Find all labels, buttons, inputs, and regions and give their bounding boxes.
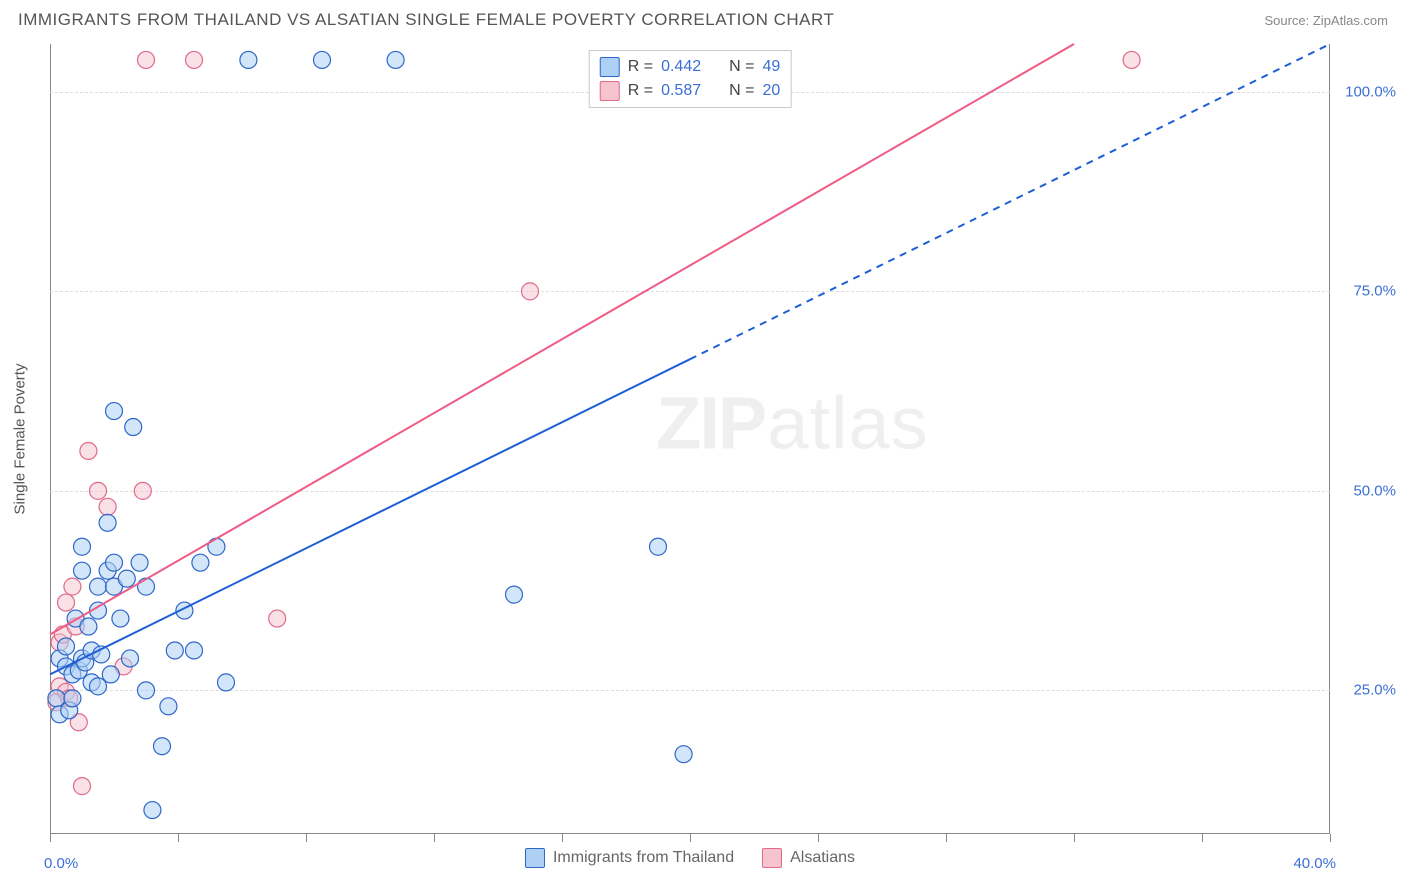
data-point-thailand	[58, 638, 75, 655]
data-point-thailand	[74, 538, 91, 555]
n-value-thailand: 49	[762, 55, 780, 79]
data-point-thailand	[125, 419, 142, 436]
y-tick-label: 100.0%	[1336, 83, 1396, 100]
data-point-thailand	[138, 682, 155, 699]
data-point-thailand	[218, 674, 235, 691]
data-point-thailand	[192, 554, 209, 571]
source-prefix: Source:	[1264, 13, 1312, 28]
data-point-alsatians	[1123, 51, 1140, 68]
chart-source: Source: ZipAtlas.com	[1264, 13, 1388, 28]
data-point-thailand	[240, 51, 257, 68]
y-tick-label: 75.0%	[1336, 283, 1396, 300]
data-point-thailand	[675, 746, 692, 763]
swatch-thailand-icon	[525, 848, 545, 868]
n-label: N =	[729, 79, 754, 103]
x-max-label: 40.0%	[1293, 855, 1336, 872]
x-tick	[178, 834, 179, 842]
x-tick	[50, 834, 51, 842]
x-tick	[818, 834, 819, 842]
legend-row-alsatians: R = 0.587 N = 20	[600, 79, 781, 103]
data-point-alsatians	[99, 498, 116, 515]
x-tick	[306, 834, 307, 842]
trendline-thailand	[50, 359, 690, 674]
data-point-alsatians	[269, 610, 286, 627]
x-tick	[1074, 834, 1075, 842]
x-tick	[1330, 834, 1331, 842]
data-point-thailand	[48, 690, 65, 707]
legend-item-alsatians: Alsatians	[762, 848, 855, 868]
swatch-alsatians	[600, 81, 620, 101]
legend-label-thailand: Immigrants from Thailand	[553, 849, 734, 867]
data-point-thailand	[102, 666, 119, 683]
x-tick	[562, 834, 563, 842]
x-tick	[1202, 834, 1203, 842]
data-point-thailand	[138, 578, 155, 595]
y-tick-label: 50.0%	[1336, 482, 1396, 499]
data-point-alsatians	[134, 482, 151, 499]
x-min-label: 0.0%	[44, 855, 78, 872]
data-point-thailand	[131, 554, 148, 571]
data-point-alsatians	[58, 594, 75, 611]
data-point-thailand	[64, 690, 81, 707]
chart-title: IMMIGRANTS FROM THAILAND VS ALSATIAN SIN…	[18, 10, 834, 30]
data-point-thailand	[122, 650, 139, 667]
chart-area: Single Female Poverty 25.0%50.0%75.0%100…	[50, 44, 1330, 834]
data-point-thailand	[118, 570, 135, 587]
x-tick	[434, 834, 435, 842]
trendline-alsatians	[50, 44, 1074, 635]
swatch-thailand	[600, 57, 620, 77]
r-value-alsatians: 0.587	[661, 79, 701, 103]
data-point-thailand	[314, 51, 331, 68]
data-point-thailand	[106, 554, 123, 571]
data-point-thailand	[74, 562, 91, 579]
n-value-alsatians: 20	[762, 79, 780, 103]
source-name: ZipAtlas.com	[1313, 13, 1388, 28]
n-label: N =	[729, 55, 754, 79]
data-point-thailand	[506, 586, 523, 603]
data-point-thailand	[186, 642, 203, 659]
data-point-alsatians	[64, 578, 81, 595]
data-point-thailand	[144, 802, 161, 819]
correlation-legend: R = 0.442 N = 49 R = 0.587 N = 20	[589, 50, 792, 108]
data-point-thailand	[90, 678, 107, 695]
legend-item-thailand: Immigrants from Thailand	[525, 848, 734, 868]
r-label: R =	[628, 55, 653, 79]
data-point-thailand	[80, 618, 97, 635]
data-point-alsatians	[80, 442, 97, 459]
data-point-alsatians	[74, 778, 91, 795]
data-point-thailand	[208, 538, 225, 555]
data-point-thailand	[166, 642, 183, 659]
data-point-thailand	[650, 538, 667, 555]
y-tick-label: 25.0%	[1336, 682, 1396, 699]
x-tick	[946, 834, 947, 842]
data-point-alsatians	[522, 283, 539, 300]
data-point-thailand	[106, 403, 123, 420]
data-point-thailand	[112, 610, 129, 627]
data-point-alsatians	[138, 51, 155, 68]
data-point-alsatians	[186, 51, 203, 68]
data-point-thailand	[99, 514, 116, 531]
scatter-plot-svg	[50, 44, 1330, 834]
x-tick	[690, 834, 691, 842]
legend-label-alsatians: Alsatians	[790, 849, 855, 867]
data-point-thailand	[160, 698, 177, 715]
data-point-thailand	[90, 578, 107, 595]
data-point-alsatians	[90, 482, 107, 499]
r-label: R =	[628, 79, 653, 103]
swatch-alsatians-icon	[762, 848, 782, 868]
r-value-thailand: 0.442	[661, 55, 701, 79]
data-point-thailand	[387, 51, 404, 68]
data-point-thailand	[154, 738, 171, 755]
y-axis-label: Single Female Poverty	[12, 364, 29, 515]
chart-header: IMMIGRANTS FROM THAILAND VS ALSATIAN SIN…	[0, 0, 1406, 36]
legend-row-thailand: R = 0.442 N = 49	[600, 55, 781, 79]
series-legend: Immigrants from Thailand Alsatians	[525, 848, 855, 868]
